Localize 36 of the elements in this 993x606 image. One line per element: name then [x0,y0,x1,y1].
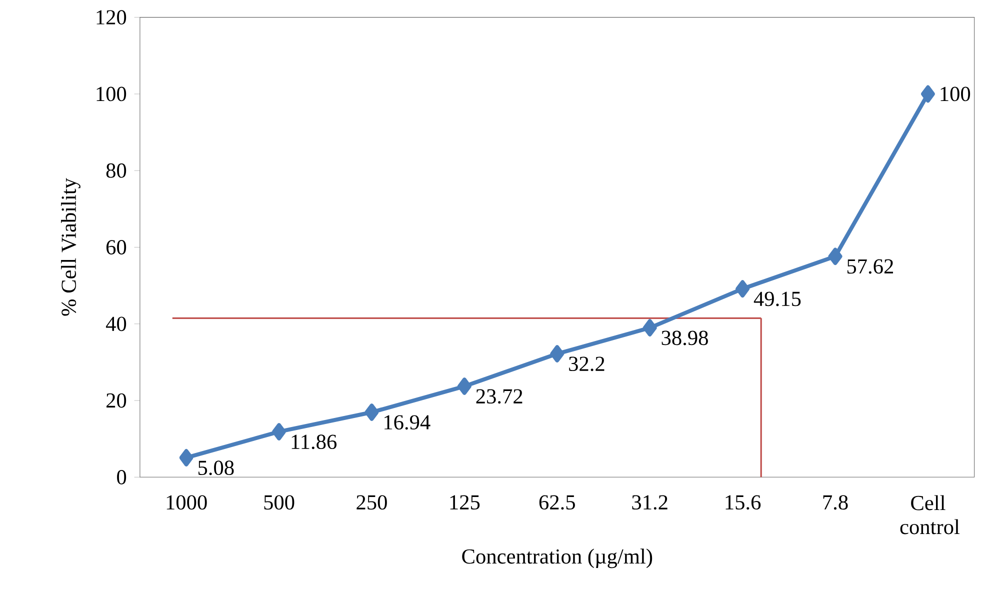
point [828,247,842,265]
x-tick-label: 125 [450,494,480,510]
y-tick-label: 120 [96,10,126,24]
data-label: 5.08 [198,460,234,475]
point [364,403,379,421]
data-label: 11.86 [292,434,337,449]
y-tick-label: 100 [96,86,126,101]
x-tick-label: 1000 [166,494,207,510]
data-label: 38.98 [662,330,708,345]
x-tick-label: 15.6 [726,494,761,510]
y-tick-label: 80 [106,163,126,178]
y-tick-label: 20 [106,393,126,408]
point [920,85,935,102]
y-tick-label: 0 [117,470,126,484]
point [457,377,472,395]
y-tick-label: 40 [106,316,126,331]
point [272,422,286,440]
data-label: 16.94 [384,414,430,430]
point [550,344,564,362]
point [642,318,657,336]
data-label: 49.15 [754,292,801,306]
x-tick-label: 250 [356,494,387,510]
x-tick-label: Cell control [900,494,960,534]
data-label: 57.62 [847,259,893,274]
data-label: 32.2 [569,356,604,371]
data-label: 23.72 [476,388,522,404]
point [736,280,750,298]
x-tick-label: 7.8 [823,494,848,510]
x-axis-title: Concentration (µg/ml) [462,548,652,568]
point [179,448,194,466]
data-label: 100 [940,86,970,101]
x-tick-label: 500 [264,494,294,510]
y-axis-title: % Cell Viability [61,178,80,316]
x-tick-label: 31.2 [632,494,668,510]
x-tick-label: 62.5 [539,494,575,510]
y-tick-label: 60 [106,240,126,254]
